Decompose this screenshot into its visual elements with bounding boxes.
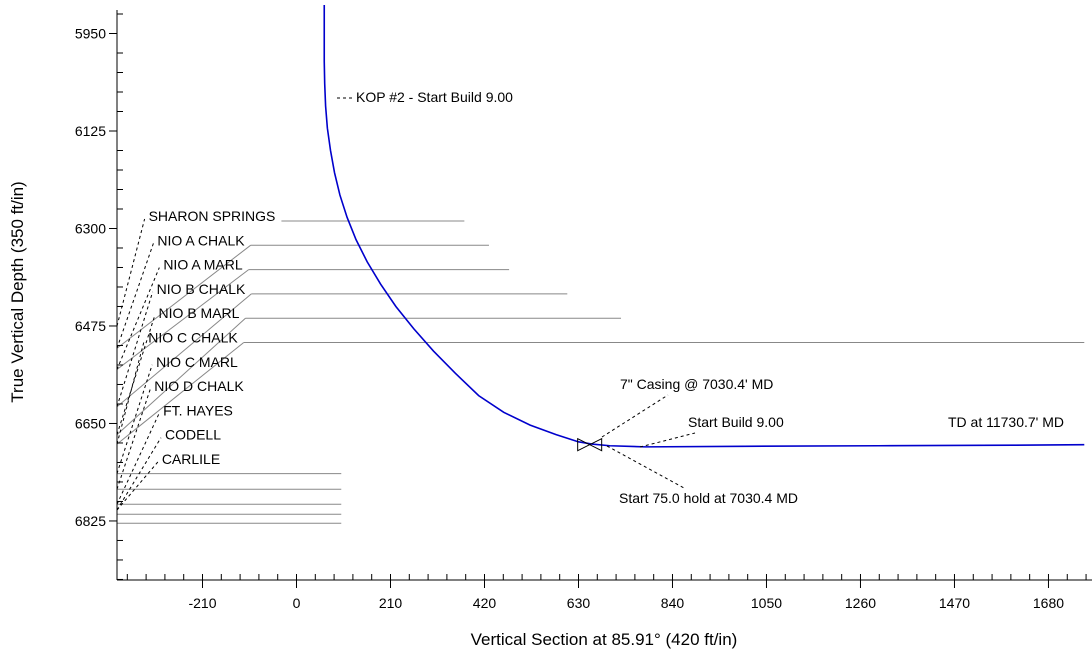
formation-label: FT. HAYES — [163, 402, 233, 418]
formation-label: NIO A MARL — [163, 257, 243, 273]
formation-leader — [116, 218, 146, 327]
annotation-label: TD at 11730.7' MD — [948, 414, 1064, 430]
annotation-label: KOP #2 - Start Build 9.00 — [356, 89, 513, 105]
y-tick-label: 5950 — [75, 26, 106, 42]
formation-lines: SHARON SPRINGS NIO A CHALK NIO A MARL NIO B… — [116, 208, 1085, 524]
formation-label: NIO B CHALK — [157, 281, 246, 297]
formation-leader — [116, 316, 156, 435]
formation-label: NIO B MARL — [159, 305, 240, 321]
well-path — [323, 5, 1085, 452]
x-tick-label: 420 — [473, 595, 497, 611]
formation-label: CARLILE — [162, 451, 220, 467]
y-tick-label: 6825 — [75, 513, 106, 529]
x-tick-label: 1050 — [751, 595, 782, 611]
axes: 5950 6125 6300 6475 6650 6825 -210 0 210 420 630 84… — [75, 10, 1092, 611]
x-tick-label: 1680 — [1033, 595, 1064, 611]
well-path-line — [323, 5, 1085, 448]
formation-leader — [116, 291, 154, 407]
formation-leader — [116, 364, 153, 474]
annotation-leader — [601, 394, 669, 438]
formation-label: NIO C MARL — [156, 354, 238, 370]
x-tick-label: 1470 — [939, 595, 970, 611]
formation-connector — [116, 244, 251, 349]
y-tick-label: 6475 — [75, 318, 106, 334]
x-axis-title: Vertical Section at 85.91° (420 ft/in) — [471, 630, 738, 649]
x-tick-label: 840 — [661, 595, 685, 611]
formation-label: CODELL — [165, 427, 221, 443]
casing-marker — [577, 437, 591, 452]
x-tick-label: 630 — [567, 595, 591, 611]
x-tick-label: -210 — [188, 595, 216, 611]
y-tick-label: 6300 — [75, 220, 106, 236]
formation-leader — [116, 461, 159, 511]
annotation-label: Start Build 9.00 — [688, 414, 784, 430]
formation-label: SHARON SPRINGS — [149, 208, 276, 224]
annotation-label: Start 75.0 hold at 7030.4 MD — [619, 490, 798, 506]
formation-connector — [116, 293, 252, 408]
annotation-leader — [639, 432, 696, 448]
annotation-label: 7" Casing @ 7030.4' MD — [620, 376, 773, 392]
annotation-leader — [606, 445, 685, 489]
formation-connector — [116, 342, 245, 445]
y-tick-label: 6650 — [75, 415, 106, 431]
formation-leader — [116, 243, 154, 349]
formation-label: NIO A CHALK — [157, 232, 245, 248]
x-tick-label: 210 — [379, 595, 403, 611]
formation-connector — [116, 269, 249, 370]
formation-leaders — [116, 218, 162, 511]
formation-label: NIO D CHALK — [154, 378, 244, 394]
y-axis-title: True Vertical Depth (350 ft/in) — [8, 181, 27, 402]
x-tick-label: 0 — [293, 595, 301, 611]
formation-leader — [116, 267, 160, 370]
x-tick-label: 1260 — [845, 595, 876, 611]
annotations: KOP #2 - Start Build 9.00 7" Casing @ 703… — [337, 89, 1064, 506]
casing-marker — [588, 437, 603, 452]
formation-leader — [116, 413, 160, 505]
y-tick-label: 6125 — [75, 123, 106, 139]
formation-label: NIO C CHALK — [148, 330, 238, 346]
formation-connector — [116, 317, 246, 435]
formation-leader — [116, 437, 162, 511]
